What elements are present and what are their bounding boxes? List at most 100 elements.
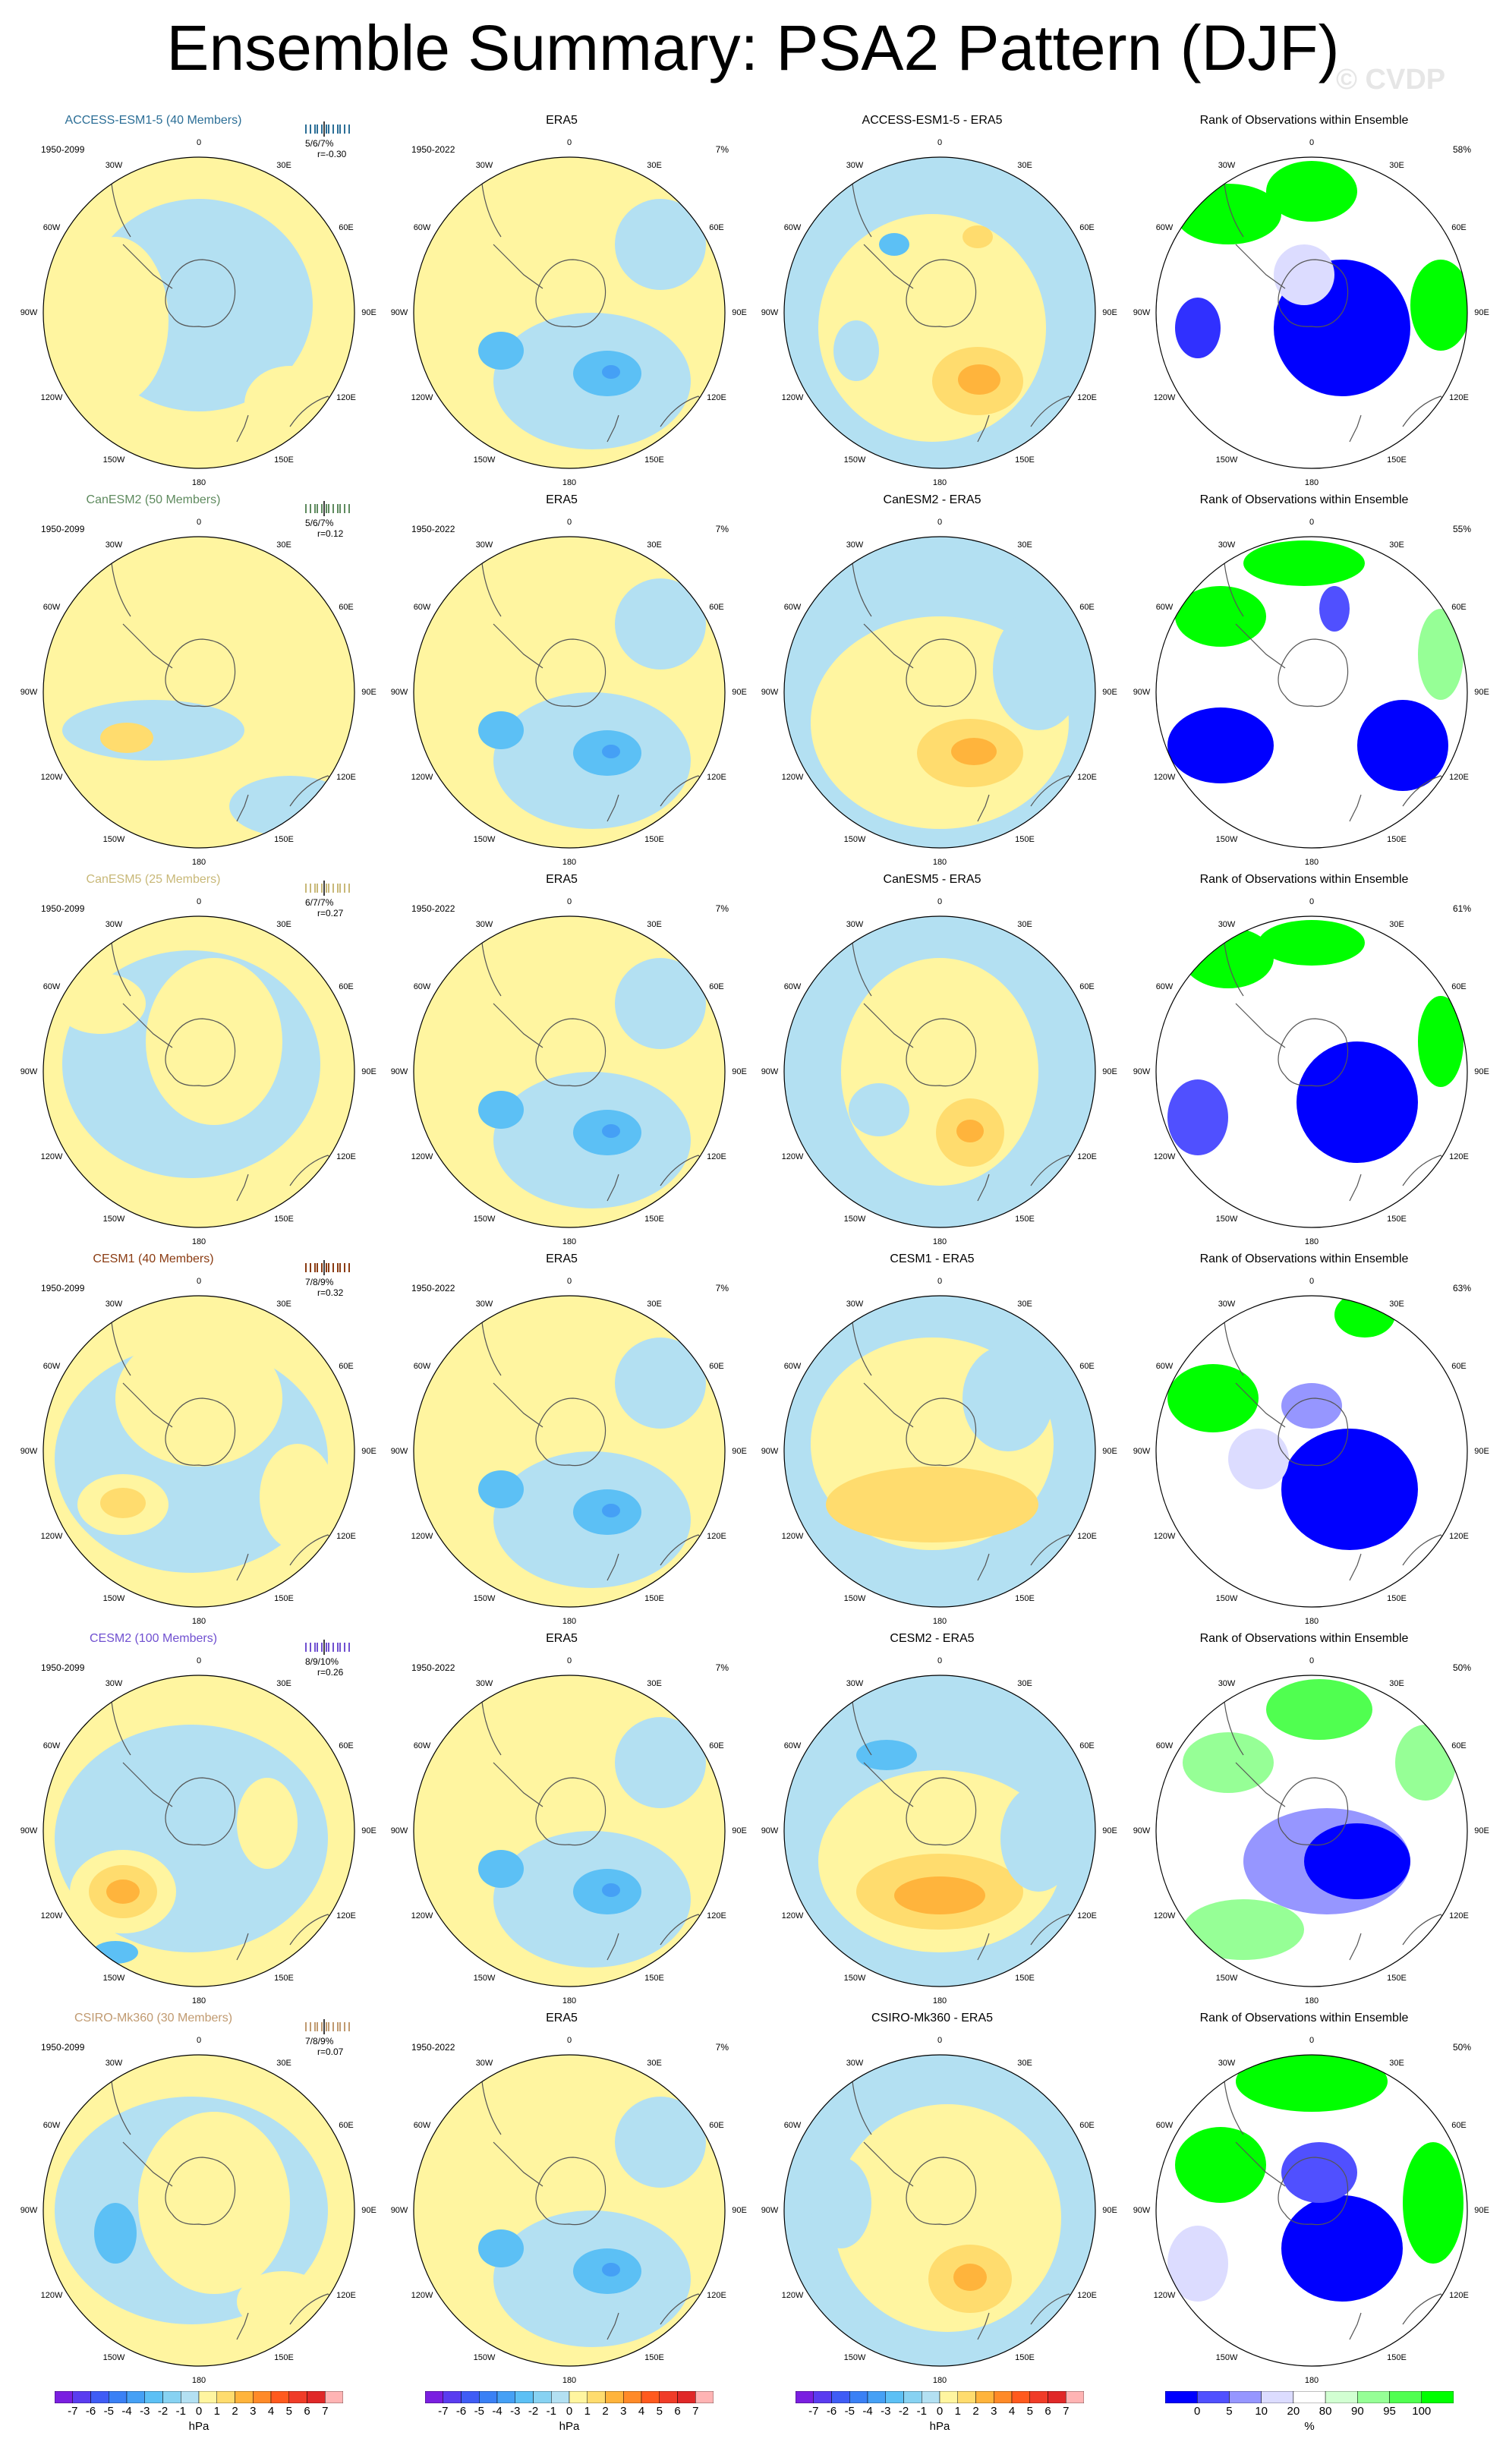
antarctica-coastline xyxy=(165,259,236,328)
field-contour xyxy=(615,1717,706,1808)
antarctica-coastline xyxy=(165,638,236,707)
field-contour xyxy=(478,2229,524,2267)
longitude-label: 60W xyxy=(1155,982,1174,991)
longitude-label: 30W xyxy=(846,161,864,170)
colorbar-swatch xyxy=(72,2391,91,2403)
era5-map-container xyxy=(410,153,729,472)
rank-map-container xyxy=(1152,912,1471,1231)
longitude-label: 30W xyxy=(105,920,123,929)
longitude-label: 150W xyxy=(102,2352,125,2362)
longitude-label: 90W xyxy=(390,1067,408,1076)
longitude-label: 60W xyxy=(43,1362,61,1371)
colorbar-tick-label: -3 xyxy=(881,2405,891,2418)
colorbar-tick-label: 90 xyxy=(1350,2405,1364,2418)
longitude-label: 150E xyxy=(1015,1973,1035,1983)
longitude-label: 30W xyxy=(846,1679,864,1688)
longitude-label: 180 xyxy=(932,1237,947,1246)
diff-map xyxy=(783,1675,1096,1987)
longitude-label: 0 xyxy=(196,138,202,147)
difference-title: ACCESS-ESM1-5 - ERA5 xyxy=(862,114,1003,127)
model-panel: CESM1 (40 Members) 1950-2099 7/8/9% r=0.32 0… xyxy=(9,1252,376,1632)
colorbar-swatch xyxy=(288,2391,307,2403)
longitude-label: 150E xyxy=(274,1973,294,1983)
longitude-label: 120E xyxy=(707,1532,726,1541)
rank-map xyxy=(1155,156,1468,469)
rank-map-container xyxy=(1152,2051,1471,2370)
colorbar-tick-label: -5 xyxy=(103,2405,114,2418)
longitude-label: 120W xyxy=(781,1532,804,1541)
longitude-label: 120W xyxy=(40,393,63,402)
new-zealand-coastline xyxy=(977,2312,990,2340)
colorbar-swatch xyxy=(216,2391,235,2403)
longitude-label: 120E xyxy=(1077,773,1097,782)
field-contour xyxy=(602,365,620,379)
antarctica-coastline xyxy=(535,638,606,707)
antarctica-coastline xyxy=(1278,1018,1349,1087)
rank-map xyxy=(1155,1295,1468,1608)
field-contour xyxy=(615,578,706,670)
antarctica-coastline xyxy=(1278,638,1349,707)
longitude-label: 120E xyxy=(1449,2291,1469,2300)
colorbar-model: -7 -6 -5 -4 -3 -2 -1 0 1 2 3 4 5 6 7 hPa xyxy=(55,2391,343,2452)
longitude-label: 120W xyxy=(781,1911,804,1920)
longitude-label: 90W xyxy=(1133,308,1151,317)
model-map-container xyxy=(39,1672,358,1990)
longitude-label: 60E xyxy=(339,982,354,991)
map-border xyxy=(1155,2054,1468,2367)
member-stats: 5/6/7% r=-0.30 xyxy=(305,138,346,159)
longitude-label: 30E xyxy=(1389,161,1404,170)
field-contour xyxy=(602,1883,620,1897)
longitude-label: 60E xyxy=(339,2121,354,2130)
longitude-label: 180 xyxy=(191,478,206,487)
colorbar-tick-label: 1 xyxy=(213,2405,220,2418)
new-zealand-coastline xyxy=(236,414,249,443)
longitude-label: 60E xyxy=(709,603,724,612)
new-zealand-coastline xyxy=(606,1933,619,1961)
colorbar-tick-label: 5 xyxy=(1226,2405,1233,2418)
longitude-label: 60W xyxy=(783,603,802,612)
new-zealand-coastline xyxy=(1349,1553,1362,1581)
field-contour xyxy=(1000,1785,1076,1892)
difference-map-container xyxy=(780,1672,1099,1990)
longitude-label: 60E xyxy=(1451,1741,1467,1750)
longitude-label: 150E xyxy=(274,1214,294,1224)
field-contour xyxy=(106,1880,140,1904)
longitude-label: 150W xyxy=(1215,1214,1238,1224)
rank-map xyxy=(1155,915,1468,1228)
colorbar-swatch xyxy=(1357,2391,1390,2403)
model-title: ACCESS-ESM1-5 (40 Members) xyxy=(65,114,242,127)
obs-map xyxy=(413,915,726,1228)
field-contour xyxy=(478,332,524,370)
longitude-label: 30E xyxy=(1389,1679,1404,1688)
longitude-label: 90W xyxy=(20,1067,38,1076)
model-map xyxy=(43,2054,355,2367)
member-stats: 6/7/7% r=0.27 xyxy=(305,897,343,918)
field-contour xyxy=(963,225,993,248)
colorbar-swatch xyxy=(695,2391,714,2403)
colorbar-tick-label: -1 xyxy=(546,2405,556,2418)
colorbar-rank: 0 5 10 20 80 90 95 100% xyxy=(1165,2391,1454,2452)
colorbar-unit: hPa xyxy=(188,2420,210,2433)
longitude-label: 180 xyxy=(191,1237,206,1246)
colorbar-tick-label: -5 xyxy=(474,2405,484,2418)
stats-percent: 7/8/9% xyxy=(305,1277,334,1287)
longitude-label: 30W xyxy=(475,161,493,170)
longitude-label: 60E xyxy=(1451,2121,1467,2130)
colorbar-swatch xyxy=(975,2391,994,2403)
era5-years: 1950-2022 xyxy=(411,144,455,155)
colorbar-tick-label: 10 xyxy=(1255,2405,1268,2418)
longitude-label: 0 xyxy=(566,1277,572,1286)
field-contour xyxy=(55,973,146,1034)
obs-map xyxy=(413,156,726,469)
era5-percent: 7% xyxy=(715,524,729,534)
colorbar-swatch xyxy=(1066,2391,1084,2403)
colorbar-swatches xyxy=(425,2391,714,2403)
longitude-label: 120W xyxy=(411,1532,433,1541)
new-zealand-coastline xyxy=(977,1553,990,1581)
longitude-label: 30E xyxy=(1389,920,1404,929)
rank-panel: Rank of Observations within Ensemble 55% 0… xyxy=(1122,493,1489,873)
longitude-label: 150E xyxy=(644,455,664,465)
longitude-label: 120E xyxy=(1077,393,1097,402)
pattern-correlation: r=0.26 xyxy=(317,1667,344,1678)
model-years: 1950-2099 xyxy=(41,144,85,155)
